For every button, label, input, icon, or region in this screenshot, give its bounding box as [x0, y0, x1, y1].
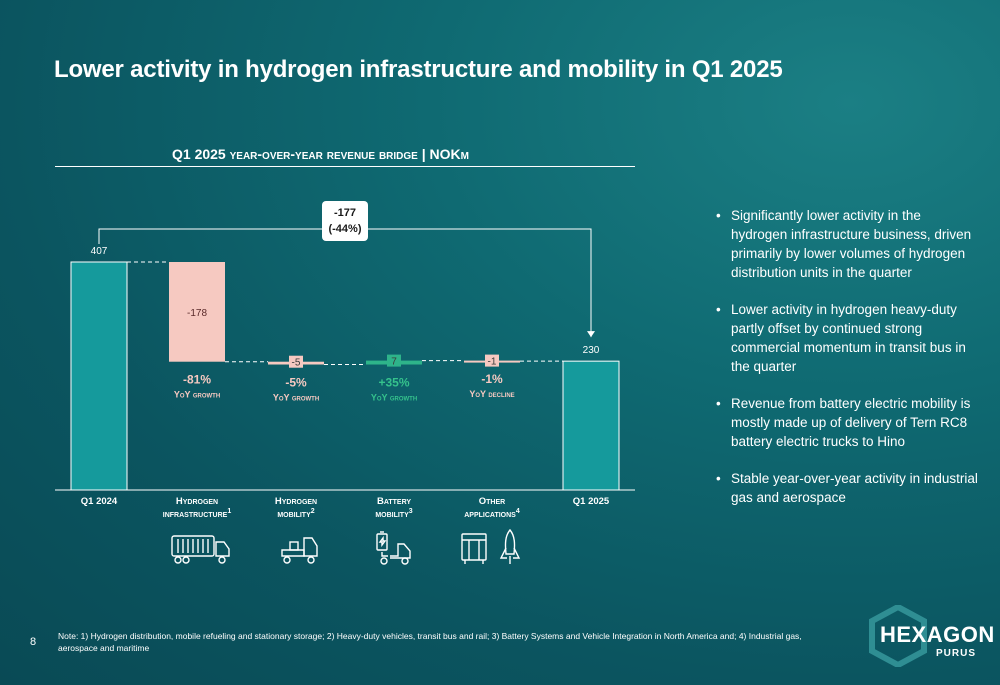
- total-change-percent: (-44%): [328, 223, 361, 235]
- category-label-3-0: Battery: [377, 496, 411, 507]
- category-label-2-0: Hydrogen: [275, 496, 317, 507]
- data-label-box-2: [289, 355, 303, 368]
- growth-caption-4: YoY decline: [469, 389, 514, 399]
- key-point: Revenue from battery electric mobility i…: [716, 394, 978, 451]
- logo-subtitle: PURUS: [936, 648, 977, 659]
- hexagon-purus-logo: HEXAGON PURUS: [868, 605, 994, 667]
- hydrogen-heavy-duty-truck-icon: [281, 537, 318, 564]
- bar-0: [70, 261, 128, 491]
- category-label-1-0: Hydrogen: [176, 496, 218, 507]
- chart-title: Q1 2025 year-over-year revenue bridge | …: [172, 146, 469, 162]
- category-label-2-1: mobility2: [277, 508, 314, 520]
- bar-5: [562, 360, 620, 491]
- growth-caption-2: YoY growth: [273, 393, 319, 403]
- key-point: Lower activity in hydrogen heavy-duty pa…: [716, 300, 978, 376]
- hexagon-logo-icon: [869, 605, 927, 667]
- bar-1: [169, 262, 225, 362]
- category-label-0-0: Q1 2024: [81, 496, 118, 507]
- gas-cylinders-icon: [461, 533, 487, 564]
- key-point: Stable year-over-year activity in indust…: [716, 469, 978, 507]
- total-change-value: -177: [334, 207, 356, 219]
- data-label-total-0: 407: [91, 246, 108, 257]
- growth-value-3: +35%: [378, 376, 409, 390]
- hydrogen-trailer-truck-icon: [171, 535, 230, 564]
- footnote-marker-3: 3: [409, 508, 413, 515]
- total-change-arrowhead: [587, 331, 595, 338]
- category-label-5-0: Q1 2025: [573, 496, 610, 507]
- growth-value-1: -81%: [183, 373, 211, 387]
- battery-truck-icon: [376, 531, 411, 565]
- data-label-delta-1: -178: [187, 308, 207, 319]
- total-change-box: [322, 201, 368, 241]
- growth-value-4: -1%: [481, 372, 503, 386]
- data-label-box-4: [485, 354, 499, 367]
- growth-value-2: -5%: [285, 376, 307, 390]
- category-label-4-0: Other: [479, 496, 505, 507]
- data-label-delta-2: -5: [292, 358, 301, 369]
- rocket-icon: [499, 528, 521, 564]
- category-label-3-1: mobility3: [375, 508, 412, 520]
- chart-title-underline: [55, 166, 635, 167]
- footnote: Note: 1) Hydrogen distribution, mobile r…: [58, 631, 802, 653]
- key-point: Significantly lower activity in the hydr…: [716, 206, 978, 282]
- data-label-delta-3: 7: [391, 357, 397, 368]
- footnote-marker-1: 1: [227, 508, 231, 515]
- chart-title-text: Q1 2025 year-over-year revenue bridge | …: [172, 146, 469, 162]
- growth-caption-3: YoY growth: [371, 393, 417, 403]
- page-title: Lower activity in hydrogen infrastructur…: [54, 56, 783, 83]
- key-points-list: Significantly lower activity in the hydr…: [716, 206, 978, 525]
- page-number: 8: [30, 636, 37, 648]
- footnote-marker-4: 4: [516, 508, 520, 515]
- category-label-4-1: applications4: [464, 508, 520, 520]
- category-label-1-1: infrastructure1: [163, 508, 232, 520]
- data-label-total-5: 230: [583, 345, 600, 356]
- growth-caption-1: YoY growth: [174, 390, 220, 400]
- logo-wordmark: HEXAGON: [880, 622, 995, 647]
- footnote-marker-2: 2: [311, 508, 315, 515]
- data-label-box-3: [387, 354, 401, 367]
- data-label-delta-4: -1: [488, 357, 497, 368]
